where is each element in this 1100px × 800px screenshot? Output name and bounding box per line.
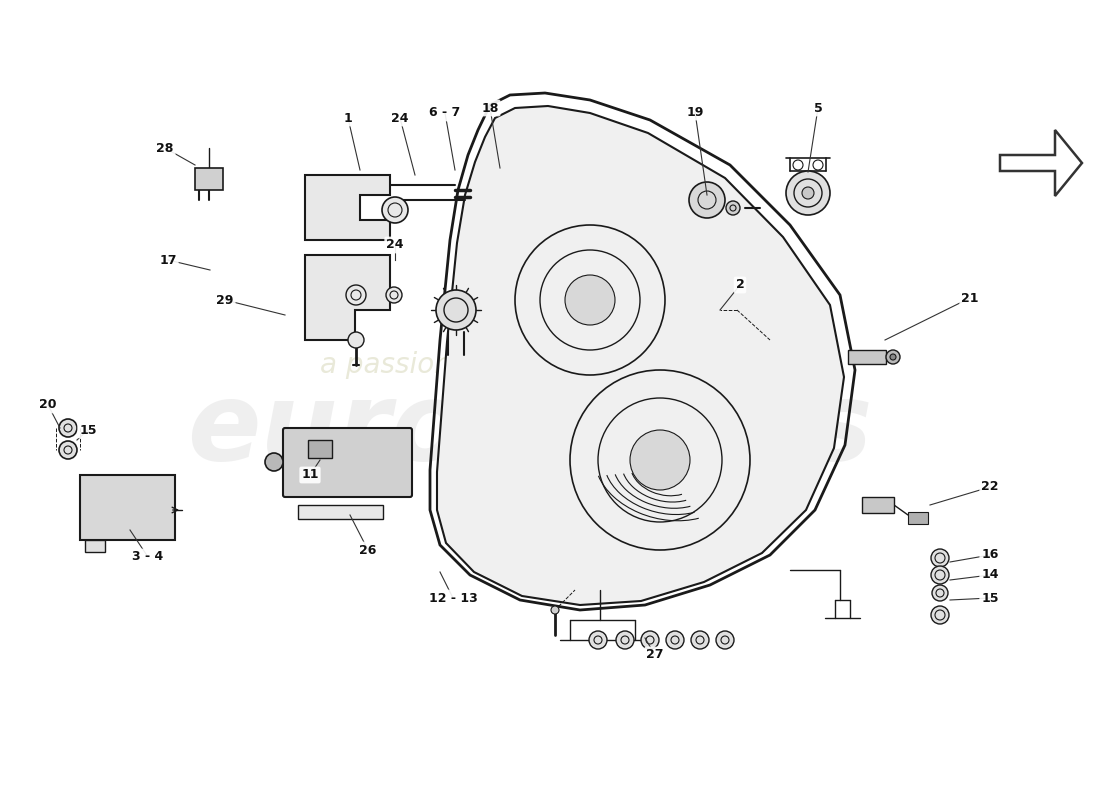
Bar (308, 440, 332, 458)
Text: 17: 17 (160, 254, 177, 266)
Circle shape (386, 287, 402, 303)
Text: 12 - 13: 12 - 13 (429, 591, 477, 605)
Text: 1: 1 (343, 111, 352, 125)
Text: 22: 22 (981, 481, 999, 494)
Bar (195, 168, 223, 190)
Text: 5: 5 (814, 102, 823, 114)
Text: 6 - 7: 6 - 7 (429, 106, 461, 119)
Text: 19: 19 (686, 106, 704, 118)
Text: 29: 29 (217, 294, 233, 306)
Circle shape (265, 453, 283, 471)
Circle shape (890, 354, 896, 360)
Text: a passion for parts since 1985: a passion for parts since 1985 (320, 351, 740, 379)
Circle shape (802, 187, 814, 199)
Text: 24: 24 (386, 238, 404, 251)
Circle shape (588, 631, 607, 649)
Circle shape (348, 332, 364, 348)
Bar (908, 512, 928, 524)
Circle shape (726, 201, 740, 215)
Text: 20: 20 (40, 398, 57, 411)
Circle shape (616, 631, 634, 649)
Text: 21: 21 (961, 291, 979, 305)
Polygon shape (305, 255, 390, 340)
Circle shape (931, 549, 949, 567)
Text: 16: 16 (981, 549, 999, 562)
Bar (298, 505, 383, 519)
Circle shape (436, 290, 476, 330)
Circle shape (932, 585, 948, 601)
Circle shape (641, 631, 659, 649)
Text: 3 - 4: 3 - 4 (132, 550, 164, 563)
Bar (862, 497, 894, 513)
Text: 28: 28 (156, 142, 174, 154)
Bar (85, 540, 104, 552)
FancyBboxPatch shape (283, 428, 412, 497)
Circle shape (931, 606, 949, 624)
Bar (80, 475, 175, 540)
Text: 18: 18 (482, 102, 498, 114)
Circle shape (59, 441, 77, 459)
Bar (848, 350, 886, 364)
Polygon shape (437, 106, 844, 605)
Text: 11: 11 (301, 469, 319, 482)
Circle shape (716, 631, 734, 649)
Polygon shape (305, 175, 390, 240)
Text: 26: 26 (360, 543, 376, 557)
Circle shape (551, 606, 559, 614)
Circle shape (565, 275, 615, 325)
Circle shape (346, 285, 366, 305)
Text: 15: 15 (79, 423, 97, 437)
Circle shape (630, 430, 690, 490)
Circle shape (382, 197, 408, 223)
Circle shape (786, 171, 830, 215)
Text: 15: 15 (981, 591, 999, 605)
Circle shape (689, 182, 725, 218)
Text: 2: 2 (736, 278, 745, 291)
Circle shape (691, 631, 710, 649)
Text: eurospares: eurospares (187, 377, 872, 483)
Circle shape (666, 631, 684, 649)
Text: 14: 14 (981, 569, 999, 582)
Text: 27: 27 (647, 649, 663, 662)
Circle shape (931, 566, 949, 584)
Circle shape (886, 350, 900, 364)
Text: 24: 24 (392, 111, 409, 125)
Polygon shape (1000, 130, 1082, 196)
Circle shape (59, 419, 77, 437)
